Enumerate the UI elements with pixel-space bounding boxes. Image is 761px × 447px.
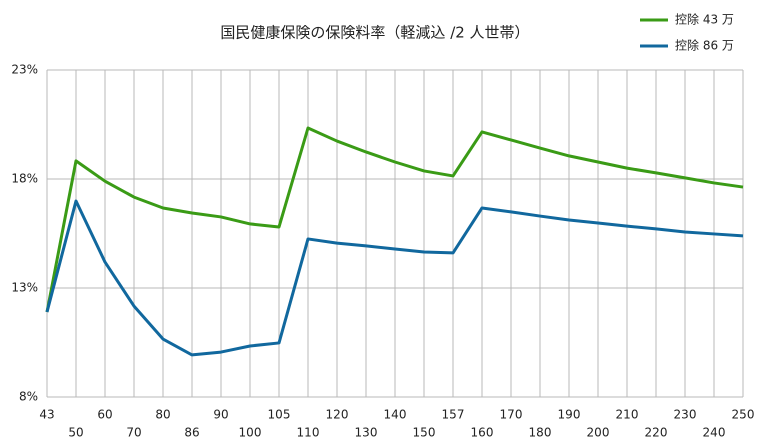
x-tick-label: 140 — [384, 408, 407, 422]
x-tick-label: 110 — [297, 426, 320, 440]
x-tick-label: 70 — [126, 426, 141, 440]
x-tick-label: 43 — [39, 408, 54, 422]
legend-label: 控除 43 万 — [675, 12, 734, 27]
y-tick-label: 18% — [11, 172, 38, 186]
x-tick-label: 80 — [155, 408, 170, 422]
x-tick-label: 200 — [587, 426, 610, 440]
x-tick-label: 86 — [184, 426, 199, 440]
x-tick-label: 230 — [674, 408, 697, 422]
x-tick-label: 100 — [239, 426, 262, 440]
y-tick-label: 23% — [11, 63, 38, 77]
x-tick-label: 180 — [529, 426, 552, 440]
x-tick-label: 240 — [703, 426, 726, 440]
x-tick-label: 120 — [326, 408, 349, 422]
x-tick-label: 157 — [442, 408, 465, 422]
legend-label: 控除 86 万 — [675, 38, 734, 53]
chart-title: 国民健康保険の保険料率（軽減込 /2 人世帯） — [220, 24, 529, 42]
series-line — [45, 126, 744, 313]
y-tick-label: 8% — [19, 390, 38, 404]
x-tick-label: 160 — [471, 426, 494, 440]
x-tick-label: 60 — [97, 408, 112, 422]
x-tick-label: 130 — [355, 426, 378, 440]
series-line — [45, 199, 744, 357]
y-tick-label: 13% — [11, 281, 38, 295]
x-tick-label: 150 — [413, 426, 436, 440]
x-tick-label: 90 — [213, 408, 228, 422]
x-tick-label: 210 — [616, 408, 639, 422]
x-tick-label: 170 — [500, 408, 523, 422]
x-tick-label: 250 — [732, 408, 755, 422]
x-tick-label: 190 — [558, 408, 581, 422]
x-tick-label: 50 — [68, 426, 83, 440]
x-tick-label: 105 — [268, 408, 291, 422]
x-tick-label: 220 — [645, 426, 668, 440]
